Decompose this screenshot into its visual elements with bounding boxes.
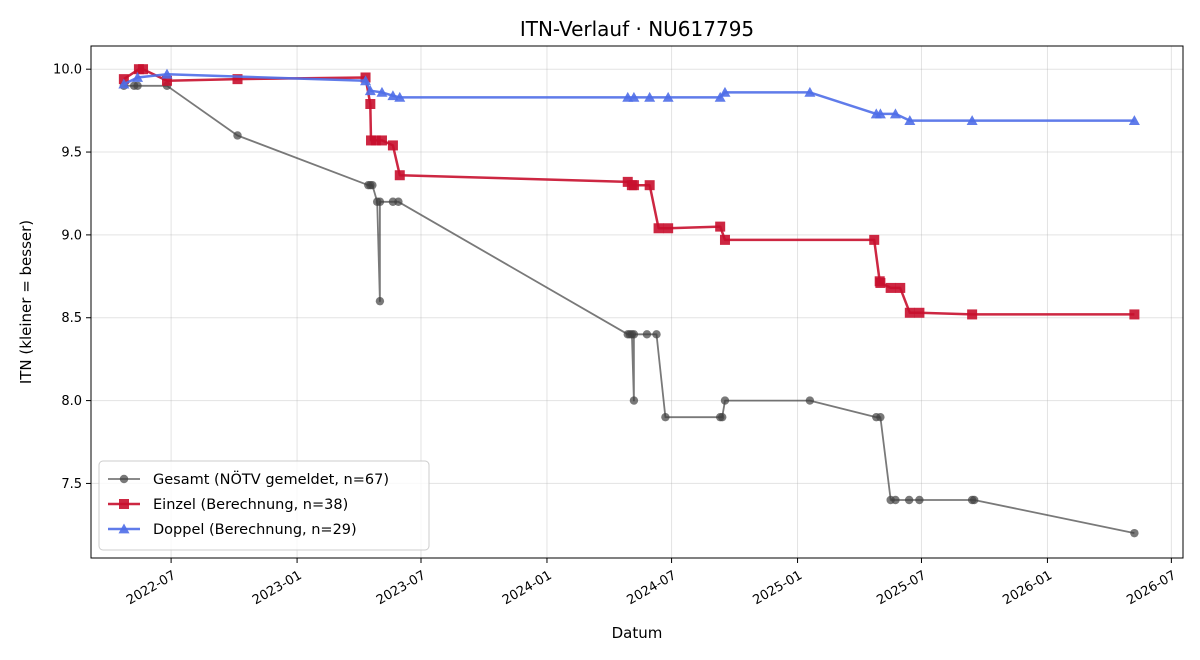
series-1 <box>119 81 1139 538</box>
chart-title: ITN-Verlauf · NU617795 <box>520 17 754 41</box>
data-point <box>644 180 655 191</box>
legend-box <box>98 460 430 551</box>
data-point <box>138 64 149 75</box>
data-point <box>394 91 406 102</box>
data-point <box>653 223 664 234</box>
data-point <box>118 78 130 89</box>
data-point <box>375 197 385 206</box>
data-point <box>118 523 130 534</box>
data-point <box>132 71 144 82</box>
grid-layer <box>91 46 1183 558</box>
data-point <box>869 234 880 245</box>
data-point <box>805 396 815 405</box>
data-point <box>387 90 399 101</box>
legend-item: Einzel (Berechnung, n=38) <box>108 497 348 513</box>
data-point <box>368 180 377 190</box>
data-point <box>904 115 916 125</box>
data-point <box>663 223 674 234</box>
legend-item: Doppel (Berechnung, n=29) <box>108 522 357 538</box>
data-point <box>365 98 376 109</box>
data-point <box>629 330 639 339</box>
legend-label: Gesamt (NÖTV gemeldet, n=67) <box>153 470 389 488</box>
data-point <box>375 296 385 306</box>
plot-frame <box>90 45 1184 559</box>
legend: Gesamt (NÖTV gemeldet, n=67) Einzel (Bere… <box>98 460 430 551</box>
data-point <box>969 495 979 505</box>
data-point <box>652 330 661 339</box>
y-axis-label: ITN (kleiner = besser) <box>17 220 35 384</box>
series-3 <box>118 68 1140 125</box>
data-point <box>629 396 639 405</box>
legend-label: Doppel (Berechnung, n=29) <box>153 522 357 538</box>
data-point <box>1128 115 1140 125</box>
x-axis-label: Datum <box>612 624 663 642</box>
data-point <box>233 131 242 140</box>
data-point <box>232 74 243 85</box>
data-point <box>914 307 925 318</box>
data-point <box>891 495 900 505</box>
data-point <box>1130 528 1139 538</box>
data-point <box>719 234 730 245</box>
y-tick-label: 8.5 <box>61 311 82 326</box>
data-point <box>370 135 381 146</box>
data-point <box>644 91 656 102</box>
data-point <box>720 396 730 405</box>
data-point <box>628 91 640 102</box>
data-point <box>719 86 731 97</box>
series-layer <box>118 64 1140 538</box>
data-point <box>161 68 173 79</box>
legend-item: Gesamt (NÖTV gemeldet, n=67) <box>108 470 389 488</box>
data-point <box>904 307 915 318</box>
data-point <box>642 330 652 339</box>
data-point <box>376 135 387 146</box>
data-point <box>387 140 398 151</box>
data-point <box>967 309 978 320</box>
legend-label: Einzel (Berechnung, n=38) <box>153 497 348 513</box>
y-tick-label: 9.0 <box>61 228 82 243</box>
data-point <box>161 75 172 86</box>
data-point <box>662 91 674 102</box>
data-point <box>966 115 978 125</box>
data-point <box>718 412 727 422</box>
data-point <box>889 108 901 119</box>
data-point <box>119 474 129 484</box>
y-tick-label: 9.5 <box>61 146 82 161</box>
data-point <box>875 277 886 288</box>
data-point <box>876 412 885 422</box>
data-point <box>804 86 816 97</box>
data-point <box>904 495 914 505</box>
data-point <box>915 495 924 505</box>
data-point <box>394 170 405 181</box>
data-point <box>714 91 726 102</box>
data-point <box>874 108 886 119</box>
data-point <box>895 282 906 293</box>
data-point <box>394 197 403 206</box>
y-tick-label: 8.0 <box>61 394 82 409</box>
data-point <box>360 75 372 86</box>
data-point <box>885 282 896 293</box>
data-point <box>364 85 376 96</box>
data-point <box>628 180 639 191</box>
y-tick-label: 7.5 <box>61 477 82 492</box>
data-point <box>119 499 129 509</box>
series-2 <box>118 64 1140 320</box>
data-point <box>133 81 142 90</box>
data-point <box>661 412 670 422</box>
data-point <box>715 221 726 232</box>
y-tick-label: 10.0 <box>53 63 82 78</box>
data-point <box>1129 309 1140 320</box>
data-point <box>376 86 388 97</box>
